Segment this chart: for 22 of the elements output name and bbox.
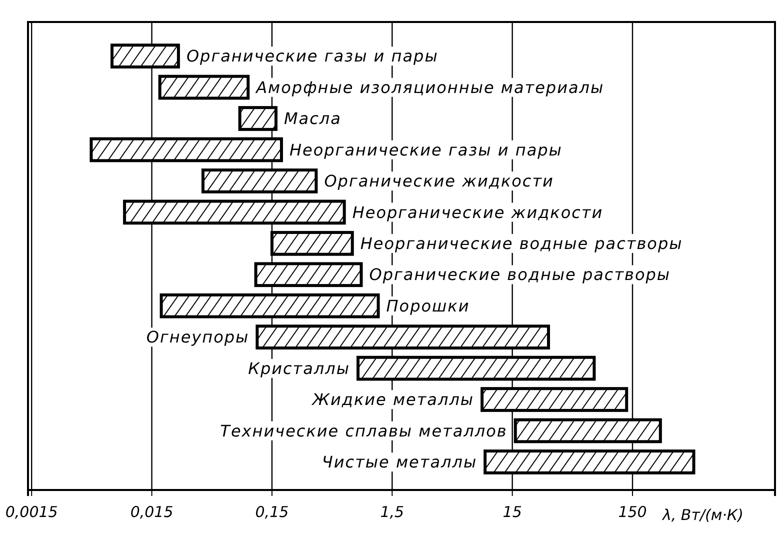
- y-tick-label: Масла: [284, 109, 342, 128]
- y-tick-label: Жидкие металлы: [311, 390, 474, 410]
- x-tick-label: 0,0015: [5, 503, 58, 521]
- x-tick-label: 150: [618, 503, 647, 521]
- y-tick-label: Органические водные растворы: [369, 265, 671, 284]
- x-tick-label: 15: [502, 503, 522, 521]
- y-tick-label: Огнеупоры: [146, 328, 250, 347]
- y-tick-label: Неорганические жидкости: [352, 202, 604, 222]
- y-tick-label: Кристаллы: [248, 358, 350, 378]
- y-tick-label: Порошки: [386, 296, 470, 316]
- y-tick-label: Аморфные изоляционные материалы: [255, 78, 604, 97]
- y-tick-label: Чистые металлы: [322, 452, 478, 472]
- x-axis-title: λ, Вт/(м·К): [662, 506, 744, 524]
- bar: [158, 74, 250, 100]
- y-tick-label: Органические жидкости: [324, 172, 554, 191]
- y-tick-label: Органические газы и пары: [186, 46, 438, 66]
- x-tick-label: 0,015: [130, 503, 174, 521]
- x-tick-label: 0,15: [255, 503, 289, 521]
- y-tick-label: Неорганические водные растворы: [360, 234, 683, 253]
- y-tick-label: Технические сплавы металлов: [220, 421, 508, 440]
- y-tick-label: Неорганические газы и пары: [289, 140, 562, 160]
- x-tick-label: 1,5: [380, 503, 404, 521]
